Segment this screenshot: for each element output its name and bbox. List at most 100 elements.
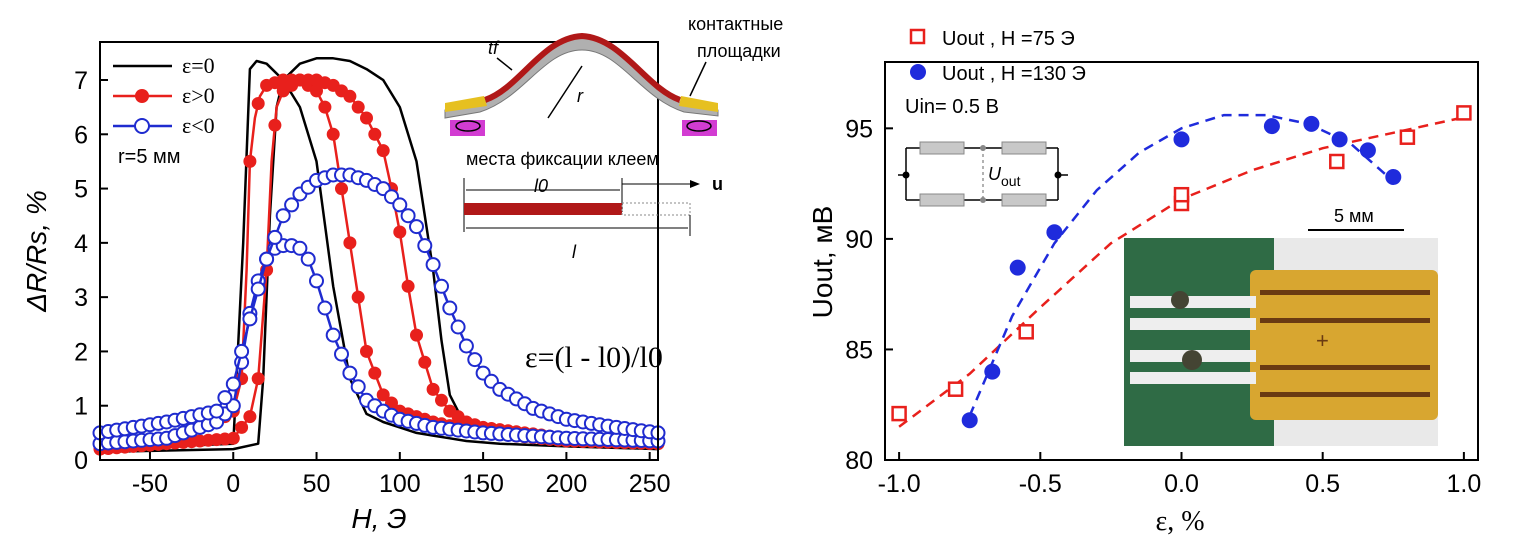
uin-annotation: Uin= 0.5 В xyxy=(905,96,999,118)
sensor-photo: + xyxy=(1124,238,1438,446)
left-series-marker xyxy=(275,208,291,224)
right-chart: + 5 мм Uout -1.0 -0.5 0.0 0.5 1.08 xyxy=(807,28,1481,537)
left-series-marker xyxy=(409,219,424,235)
node-top xyxy=(980,145,986,151)
glue-label: места фиксации клеем xyxy=(466,149,659,169)
strip-extension xyxy=(621,202,691,216)
right-series-marker xyxy=(961,412,978,429)
right-fit-line xyxy=(968,113,1395,417)
right-series-marker xyxy=(1173,131,1190,148)
left-x-tick-label: 0 xyxy=(226,470,240,498)
left-series-marker xyxy=(450,319,466,335)
right-series-marker xyxy=(1046,224,1063,241)
left-series-marker xyxy=(243,154,257,168)
legend-marker-h75 xyxy=(909,28,926,45)
left-y-tick-label: 0 xyxy=(74,447,88,475)
left-series-marker xyxy=(292,240,308,256)
right-series-marker xyxy=(947,381,964,397)
left-series-marker xyxy=(334,346,349,362)
r-label: r xyxy=(577,86,584,106)
left-series-marker xyxy=(335,182,348,196)
contacts-pointer xyxy=(689,61,707,97)
node-bottom xyxy=(980,197,986,203)
cross-mark: + xyxy=(1316,328,1329,353)
left-series-marker xyxy=(360,344,373,358)
right-series-marker xyxy=(1303,115,1320,132)
left-x-tick-label: -50 xyxy=(132,470,168,498)
left-series-marker xyxy=(435,393,448,407)
left-series-marker xyxy=(225,376,241,392)
right-series-marker xyxy=(1399,129,1416,145)
left-x-tick-label: 250 xyxy=(629,470,671,498)
solder-1 xyxy=(1171,291,1189,309)
left-series-marker xyxy=(417,238,433,254)
legend-radius-note: r=5 мм xyxy=(118,146,181,168)
contact-pad-right xyxy=(679,96,718,112)
resistor-top-left xyxy=(919,141,965,155)
right-x-tick-label: 0.0 xyxy=(1164,470,1199,498)
left-series-marker xyxy=(251,97,265,110)
left-series-marker xyxy=(351,100,365,114)
left-series-marker xyxy=(242,311,258,327)
left-y-tick-label: 2 xyxy=(74,338,88,366)
node-right xyxy=(1054,171,1062,179)
right-x-tick-label: -0.5 xyxy=(1019,470,1062,498)
right-x-tick-label: -1.0 xyxy=(878,470,921,498)
radius-line xyxy=(547,65,583,119)
legend-marker-h130 xyxy=(910,64,926,80)
l-label: l xyxy=(572,242,577,262)
left-series-marker xyxy=(368,366,382,380)
right-legend: Uout , H =75 Э Uout , H =130 Э Uin= 0.5 … xyxy=(905,28,1086,118)
right-series-marker xyxy=(891,405,907,422)
left-series-marker xyxy=(392,197,408,213)
left-series-marker xyxy=(376,144,390,158)
left-series-marker xyxy=(309,273,324,289)
left-y-tick-label: 5 xyxy=(74,176,88,204)
stripe-4 xyxy=(1260,392,1430,397)
legend-label-h75: Uout , H =75 Э xyxy=(942,28,1075,50)
left-series-marker xyxy=(393,225,407,239)
left-series-marker xyxy=(376,388,390,402)
left-series-marker xyxy=(226,431,240,445)
right-x-axis-label: ε, % xyxy=(1155,506,1204,537)
left-y-tick-label: 4 xyxy=(74,230,88,258)
left-plot-frame xyxy=(99,41,659,461)
left-series-marker xyxy=(360,111,373,125)
left-y-tick-label: 6 xyxy=(74,121,88,149)
circuit-uout-label: Uout xyxy=(988,164,1021,189)
u-label: u xyxy=(712,174,723,194)
left-x-tick-label: 100 xyxy=(379,470,421,498)
pcb-board xyxy=(1124,238,1274,446)
node-left xyxy=(902,171,910,179)
resistor-top-right xyxy=(1001,141,1047,155)
left-series-marker xyxy=(259,251,275,267)
left-series-marker xyxy=(310,84,323,98)
right-series-marker xyxy=(1009,259,1026,276)
film-arc xyxy=(483,32,682,103)
stripe-1 xyxy=(1260,290,1430,295)
left-x-tick-label: 50 xyxy=(303,470,331,498)
strain-formula: ε=(l - l0)/l0 xyxy=(525,341,663,374)
legend-marker-epsgt0 xyxy=(135,89,149,103)
pcb-pad-4 xyxy=(1130,372,1256,384)
legend-label-h130: Uout , H =130 Э xyxy=(942,63,1086,85)
glue-outline-left xyxy=(455,120,481,132)
right-series-marker xyxy=(1331,131,1348,148)
right-y-tick-label: 80 xyxy=(845,447,873,475)
left-series-marker xyxy=(400,208,416,224)
right-series-marker xyxy=(1359,142,1376,159)
resistor-bottom-left xyxy=(919,193,965,207)
tf-label: tf xyxy=(488,38,500,58)
flex-film xyxy=(1250,270,1438,420)
left-tick-layer: -50 0 50 100 150 200 250 0 1 2 3 4 5 6 7 xyxy=(74,67,670,498)
right-series-layer xyxy=(891,105,1472,429)
contacts-label-line2: площадки xyxy=(697,41,781,61)
left-series-marker xyxy=(342,365,358,381)
right-y-tick-label: 90 xyxy=(845,226,873,254)
bending-inset-diagram: tf r контактные площадки места фиксации … xyxy=(444,14,783,262)
glue-outline-right xyxy=(686,120,712,132)
left-y-tick-label: 7 xyxy=(74,67,88,95)
contacts-label: контактные xyxy=(688,14,783,34)
right-tick-layer: -1.0 -0.5 0.0 0.5 1.0 80 85 90 95 xyxy=(845,115,1481,498)
